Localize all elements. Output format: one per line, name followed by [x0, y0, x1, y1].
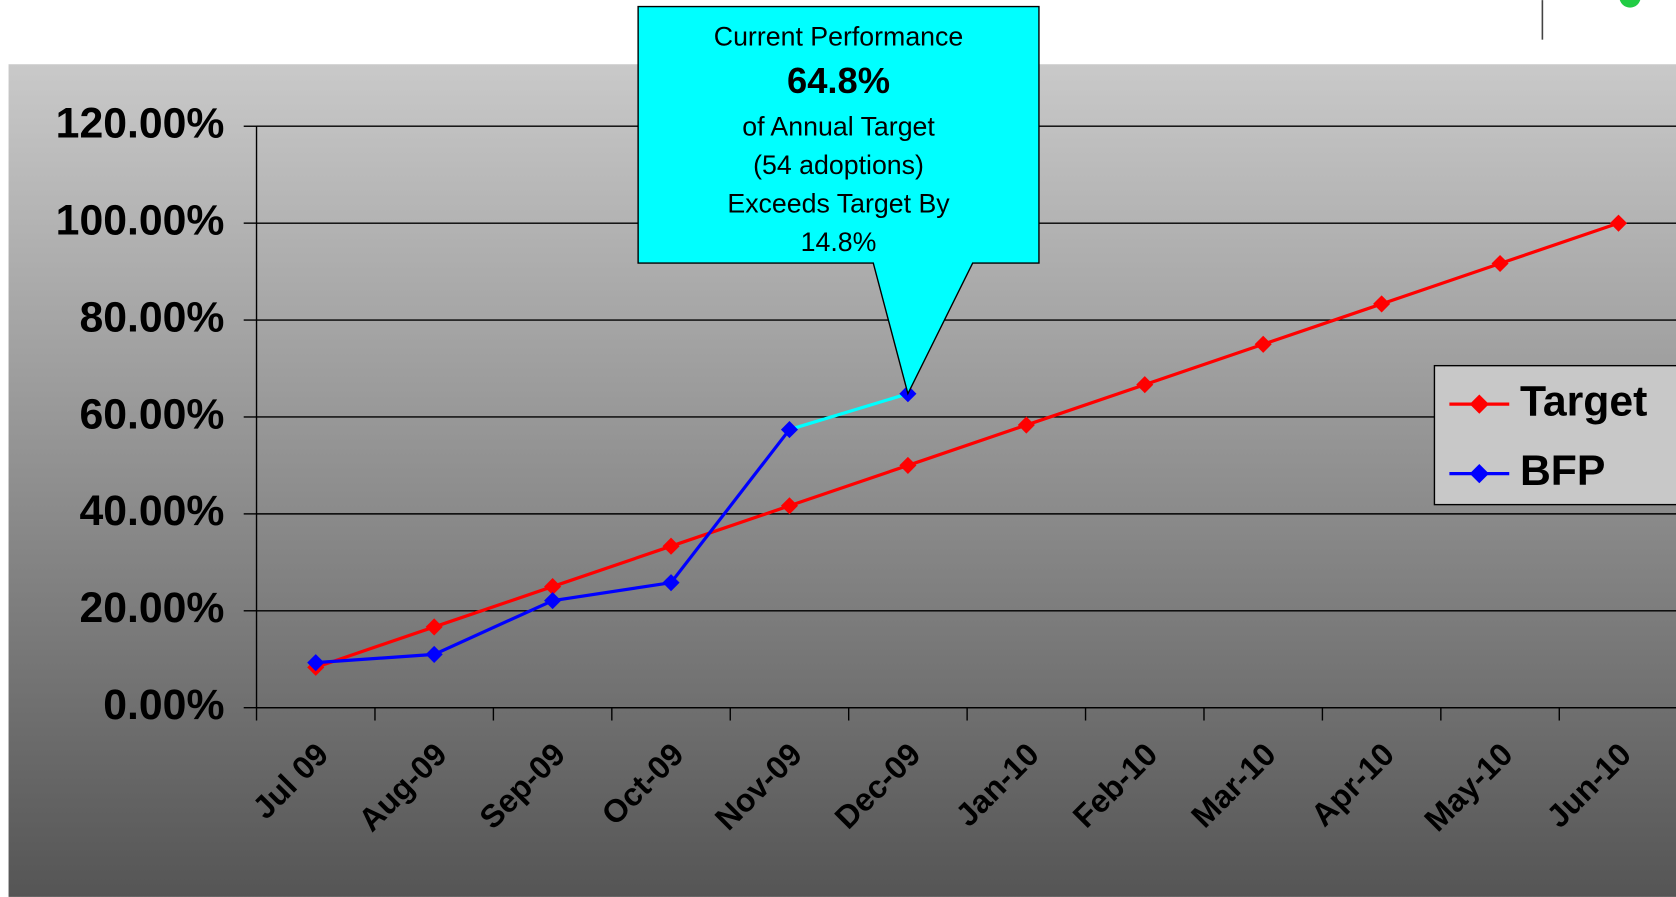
y-tick-label: 40.00% [79, 487, 224, 535]
legend-marker [1469, 394, 1489, 414]
marker [1609, 214, 1628, 232]
marker [662, 574, 680, 592]
callout [637, 5, 1040, 396]
callout-text: 14.8% [801, 227, 877, 257]
y-tick-label: 80.00% [79, 293, 224, 341]
y-tick-label: 120.00% [56, 100, 225, 148]
marker [1254, 335, 1272, 353]
marker [425, 618, 443, 636]
callout-text: of Annual Target [742, 111, 935, 141]
legend-box [1433, 364, 1676, 506]
marker [780, 497, 799, 515]
y-tick-label: 20.00% [79, 584, 224, 632]
callout-text: Current Performance [714, 22, 963, 52]
marker [1373, 295, 1391, 313]
marker [1017, 416, 1035, 434]
y-tick-label: 100.00% [56, 196, 225, 244]
y-tick-label: 0.00% [103, 681, 224, 729]
series-line [315, 221, 1620, 669]
callout-text: 64.8% [787, 60, 890, 101]
marker [425, 645, 443, 663]
callout-text: (54 adoptions) [753, 150, 924, 180]
marker [662, 537, 680, 555]
marker [780, 421, 799, 439]
marker [544, 578, 562, 596]
legend-label: BFP [1520, 447, 1606, 495]
marker [899, 456, 917, 474]
series-line-segment [789, 392, 909, 432]
marker [1136, 376, 1154, 394]
callout-text: Exceeds Target By [727, 188, 950, 218]
y-tick-label: 60.00% [79, 390, 224, 438]
decoration-dot [1619, 0, 1641, 8]
marker [307, 654, 325, 672]
marker [544, 592, 562, 610]
legend-label: Target [1520, 377, 1647, 425]
